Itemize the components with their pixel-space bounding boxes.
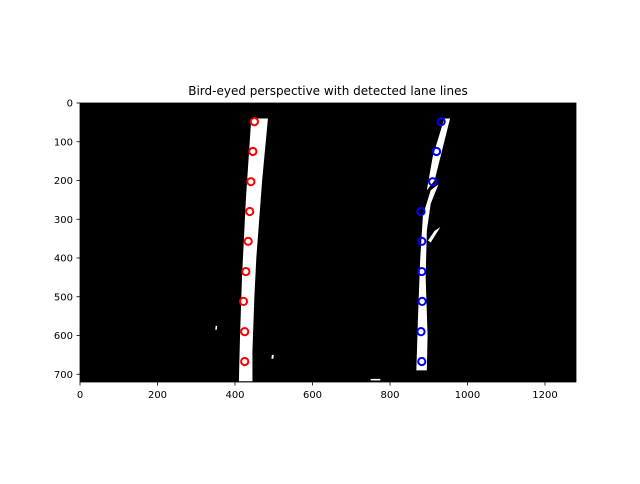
x-tick-label-1000: 1000	[455, 390, 480, 401]
series-2-point-2	[431, 146, 442, 157]
series-1-point-7	[238, 296, 249, 306]
series-2-point-1	[436, 117, 446, 127]
noise-speck-1	[215, 325, 218, 330]
series-1-point-9	[240, 356, 250, 367]
series-1-point-4	[245, 206, 255, 217]
y-tick-label-500: 500	[54, 292, 73, 303]
noise-speck-3	[370, 378, 381, 381]
right-lane-lower-pixels	[416, 184, 439, 371]
detected-points	[238, 117, 446, 367]
axes-frame	[79, 102, 577, 383]
series-2-point-7	[417, 296, 427, 306]
x-tick-label-1200: 1200	[532, 390, 557, 401]
x-tick-label-400: 400	[225, 390, 244, 401]
series-2-point-4	[416, 206, 426, 217]
y-tick-label-700: 700	[54, 370, 73, 381]
y-tick-label-300: 300	[54, 215, 73, 226]
series-1-point-1	[249, 117, 259, 127]
y-tick-label-0: 0	[67, 99, 73, 110]
left-lane-pixels	[238, 118, 268, 382]
series-2-point-6	[417, 266, 427, 277]
series-1-point-6	[241, 266, 251, 277]
series-2-point-3	[428, 177, 438, 187]
series-1-point-5	[243, 236, 253, 246]
x-axis: 0 200 400 600 800 1000 1200	[77, 382, 558, 401]
y-tick-label-200: 200	[54, 176, 73, 187]
y-tick-label-600: 600	[54, 331, 73, 342]
series-1-point-8	[240, 327, 250, 337]
series-2-point-9	[417, 356, 427, 367]
chart-title: Bird-eyed perspective with detected lane…	[188, 84, 468, 98]
plot-area	[79, 102, 577, 383]
x-tick-label-200: 200	[148, 390, 167, 401]
noise-speck-2	[271, 354, 274, 359]
series-2-point-5	[417, 236, 427, 246]
y-tick-label-100: 100	[54, 137, 73, 148]
binary-image-background	[80, 103, 576, 382]
y-axis: 0 100 200 300 400 500 600 700	[54, 99, 80, 381]
x-tick-label-600: 600	[303, 390, 322, 401]
x-tick-label-800: 800	[380, 390, 399, 401]
series-2-point-8	[416, 327, 426, 337]
x-tick-label-0: 0	[77, 390, 83, 401]
y-tick-label-400: 400	[54, 254, 73, 265]
series-1-point-2	[248, 146, 258, 157]
right-lane-fragment	[427, 227, 441, 243]
series-1-point-3	[246, 177, 256, 187]
